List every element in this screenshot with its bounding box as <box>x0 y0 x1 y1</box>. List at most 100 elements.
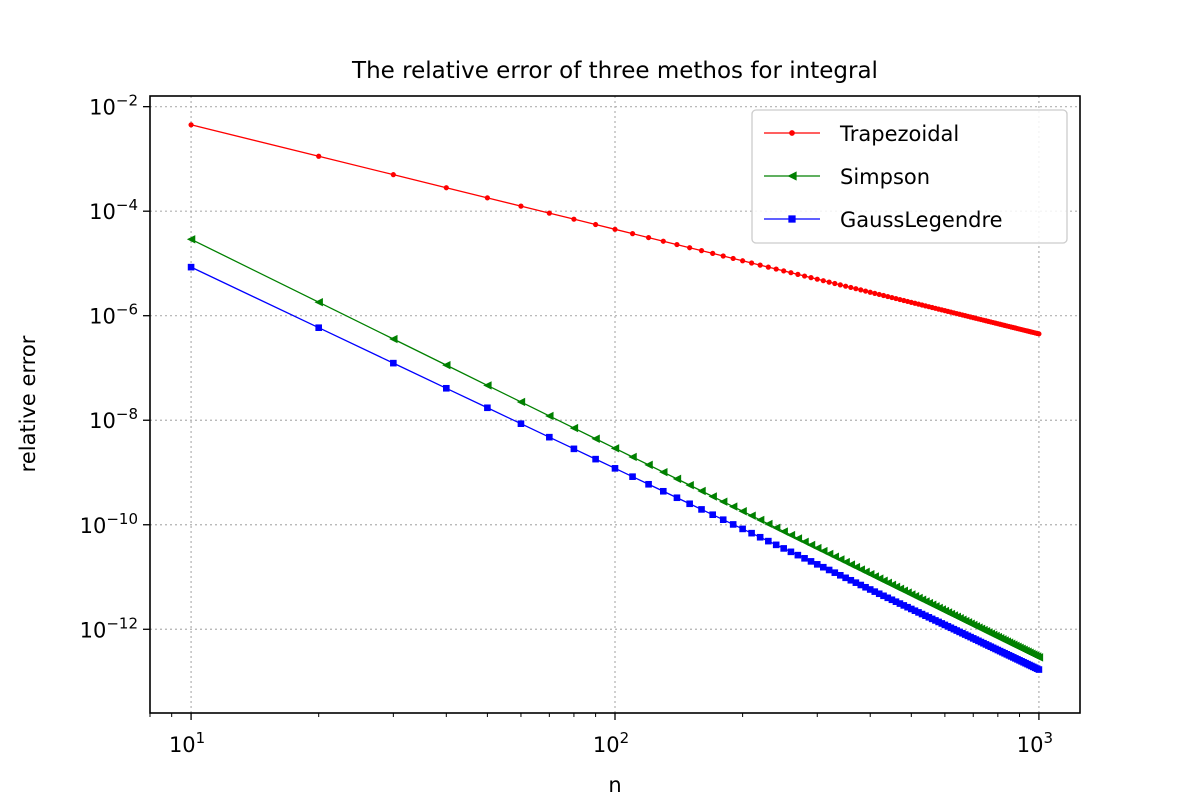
series-simpson <box>186 235 1044 662</box>
trapezoidal-point <box>773 266 779 272</box>
gausslegendre-point <box>819 563 827 571</box>
gausslegendre-point <box>857 581 865 589</box>
trapezoidal-point <box>484 195 490 201</box>
gausslegendre-point <box>866 586 874 593</box>
trapezoidal-point <box>757 262 763 268</box>
gausslegendre-point <box>787 548 795 556</box>
gausslegendre-point <box>911 607 919 615</box>
gausslegendre-point <box>592 455 599 463</box>
trapezoidal-point <box>698 248 705 254</box>
gausslegendre-point <box>862 583 869 591</box>
trapezoidal-point <box>740 258 746 264</box>
legend-label: GaussLegendre <box>840 208 1003 232</box>
gausslegendre-point <box>880 592 887 600</box>
gausslegendre-point <box>765 537 772 545</box>
trapezoidal-point <box>867 289 873 295</box>
gausslegendre-point <box>842 574 849 582</box>
trapezoidal-point <box>820 278 826 284</box>
simpson-point <box>314 298 323 307</box>
gausslegendre-point <box>900 602 908 609</box>
y-tick-label: 10−10 <box>80 510 138 538</box>
x-tick-label: 101 <box>169 729 205 757</box>
trapezoidal-point <box>1036 331 1042 337</box>
trapezoidal-point <box>612 226 618 232</box>
gausslegendre-point <box>892 598 900 605</box>
legend-marker <box>788 215 796 223</box>
gausslegendre-point <box>729 521 737 528</box>
gausslegendre-point <box>546 433 553 441</box>
simpson-point <box>747 511 756 520</box>
simpson-point <box>186 235 196 244</box>
simpson-point <box>516 397 526 407</box>
simpson-point <box>771 523 781 533</box>
simpson-point <box>779 527 788 536</box>
simpson-point <box>728 502 738 511</box>
simpson-point <box>806 540 816 550</box>
trapezoidal-point <box>443 185 449 191</box>
legend-item-gausslegendre: GaussLegendre <box>764 208 1003 232</box>
gausslegendre-point <box>484 404 491 412</box>
gausslegendre-point <box>756 533 764 541</box>
simpson-point <box>755 515 765 525</box>
trapezoidal-point <box>889 294 895 301</box>
simpson-point <box>442 360 451 370</box>
gausslegendre-point <box>629 473 636 480</box>
simpson-point <box>659 467 668 477</box>
gausslegendre-point <box>315 324 322 332</box>
gausslegendre-point <box>807 558 815 565</box>
trapezoidal-point <box>872 290 878 296</box>
simpson-point <box>830 552 840 561</box>
trapezoidal-point <box>188 122 194 128</box>
gausslegendre-point <box>748 529 755 537</box>
trapezoidal-point <box>629 231 636 237</box>
gausslegendre-point <box>918 610 926 618</box>
gausslegendre-point <box>645 480 652 488</box>
legend-marker <box>787 171 797 181</box>
simpson-point <box>685 480 694 490</box>
trapezoidal-point <box>893 295 899 302</box>
trapezoidal-point <box>814 276 820 282</box>
trapezoidal-point <box>885 293 891 300</box>
gausslegendre-point <box>896 600 904 607</box>
gausslegendre-point <box>1035 666 1043 673</box>
y-tick-label: 10−12 <box>80 614 138 642</box>
gausslegendre-point <box>673 494 681 502</box>
trapezoidal-point <box>710 250 716 256</box>
trapezoidal-point <box>781 268 787 274</box>
gausslegendre-point <box>660 487 667 495</box>
gausslegendre-point <box>847 576 855 584</box>
trapezoidal-point <box>730 255 736 262</box>
series-trapezoidal <box>188 122 1042 337</box>
trapezoidal-point <box>801 273 808 279</box>
x-tick-label: 102 <box>593 729 629 757</box>
gausslegendre-point <box>611 465 619 472</box>
legend-box <box>751 109 1068 244</box>
simpson-point <box>483 381 492 390</box>
gausslegendre-point <box>698 506 705 513</box>
trapezoidal-point <box>687 245 693 251</box>
simpson-point <box>697 486 706 496</box>
gausslegendre-point <box>719 516 727 524</box>
gausslegendre-point <box>904 603 911 611</box>
simpson-point <box>786 530 796 540</box>
y-axis: 10−2 10−4 10−6 10−8 10−10 10−12 <box>80 92 150 642</box>
gausslegendre-point <box>813 561 821 568</box>
simpson-point <box>644 460 653 470</box>
gausslegendre-point <box>794 551 802 559</box>
gausslegendre-point <box>187 263 195 271</box>
legend-label: Trapezoidal <box>839 122 959 146</box>
gausslegendre-point <box>709 511 716 519</box>
gausslegendre-point <box>922 612 929 620</box>
trapezoidal-point <box>546 210 552 216</box>
trapezoidal-point <box>880 292 887 299</box>
legend-label: Simpson <box>840 165 930 189</box>
trapezoidal-point <box>858 287 864 293</box>
simpson-point <box>628 452 637 462</box>
gausslegendre-point <box>915 609 922 616</box>
gausslegendre-point <box>686 500 693 508</box>
gausslegendre-point <box>801 555 808 562</box>
simpson-point <box>738 507 747 516</box>
trapezoidal-point <box>848 284 854 291</box>
trapezoidal-point <box>808 275 814 281</box>
simpson-point <box>719 497 728 506</box>
